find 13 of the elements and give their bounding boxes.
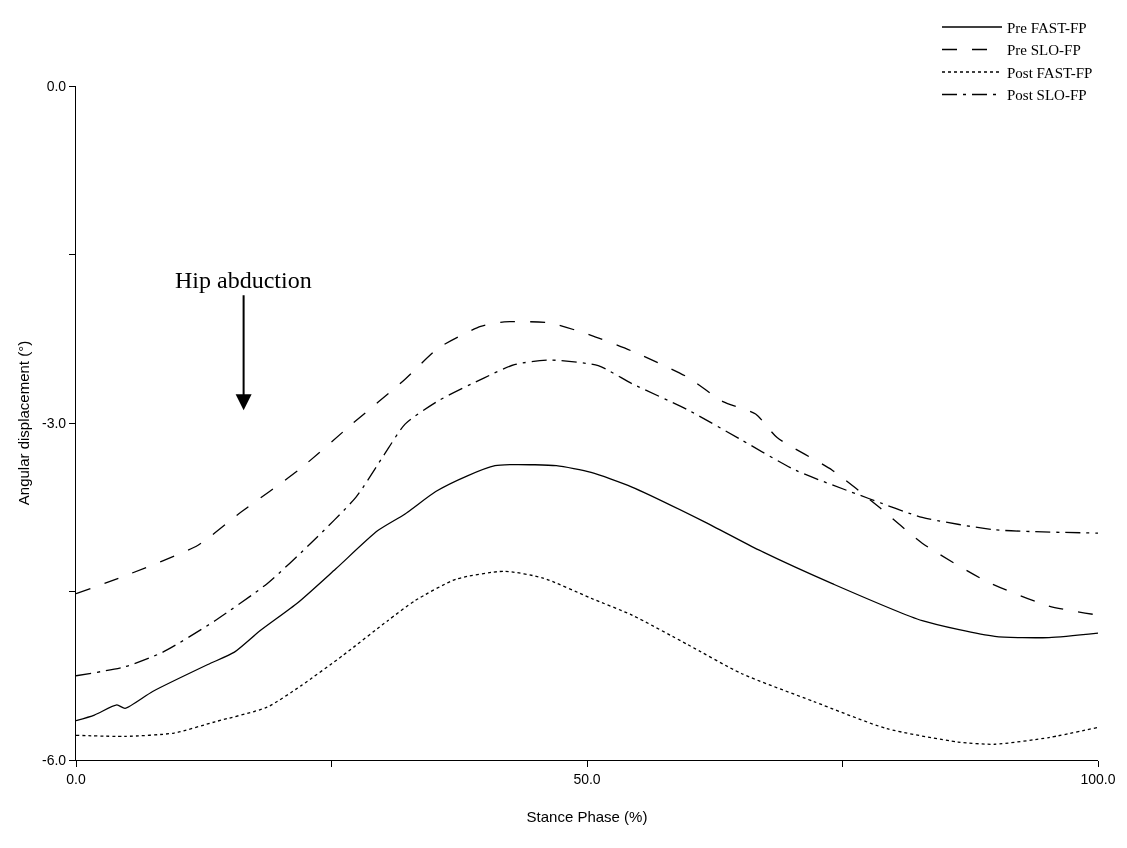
y-axis-title: Angular displacement (°) [15, 340, 33, 506]
x-tick-label: 50.0 [573, 770, 601, 787]
y-tick-label: 0.0 [46, 77, 67, 94]
legend-label: Pre FAST-FP [1007, 19, 1087, 36]
legend-label: Pre SLO-FP [1007, 42, 1081, 59]
legend-label: Post SLO-FP [1007, 87, 1087, 104]
y-tick-label: -6.0 [41, 751, 67, 768]
x-tick-label: 0.0 [66, 770, 86, 787]
x-axis-title: Stance Phase (%) [526, 807, 648, 825]
legend-label: Post FAST-FP [1007, 64, 1093, 81]
annotation: Hip abduction [175, 267, 312, 293]
y-tick-label: -3.0 [41, 414, 67, 431]
x-tick-label: 100.0 [1080, 770, 1116, 787]
